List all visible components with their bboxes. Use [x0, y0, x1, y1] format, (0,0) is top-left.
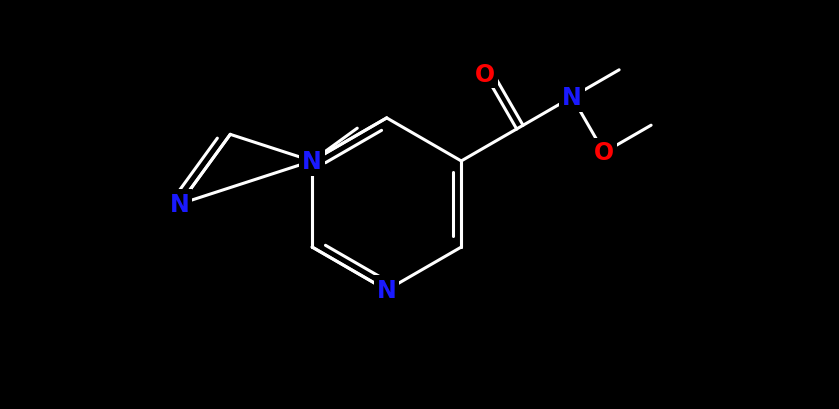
Text: N: N [302, 150, 322, 173]
Text: O: O [594, 141, 614, 165]
Text: N: N [169, 193, 190, 216]
Text: N: N [377, 279, 397, 302]
Text: O: O [475, 63, 495, 86]
Text: N: N [562, 86, 582, 110]
